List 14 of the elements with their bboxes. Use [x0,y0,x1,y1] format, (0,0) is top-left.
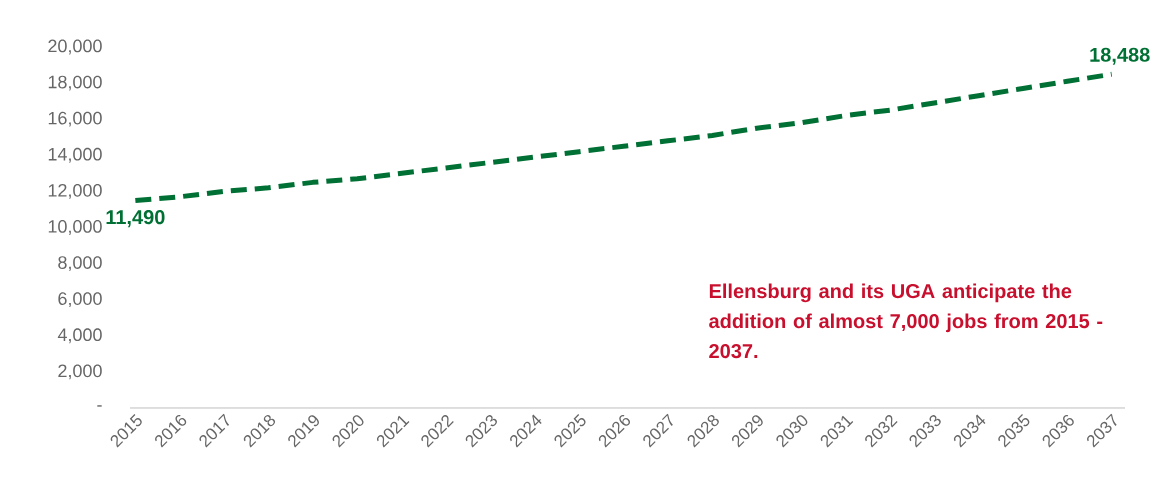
y-tick-label: 6,000 [58,292,102,308]
y-tick-label: - [97,405,102,407]
y-tick-label: 12,000 [48,183,102,199]
data-label: 11,490 [106,210,165,228]
y-tick-label: 14,000 [48,147,102,163]
y-tick-label: 2,000 [58,364,102,380]
y-tick-label: 8,000 [58,256,102,272]
y-tick-label: 4,000 [57,328,102,344]
y-tick-label: 16,000 [48,111,102,127]
data-label: 18,488 [1090,47,1150,65]
y-tick-label: 18,000 [48,75,102,91]
y-tick-label: 10,000 [48,220,102,235]
annotation: Ellensburg and its UGA anticipate the addition of almost 7,000 jobs from 2015 - 2037. [709,283,1103,359]
y-tick-label: 20,000 [48,39,102,55]
